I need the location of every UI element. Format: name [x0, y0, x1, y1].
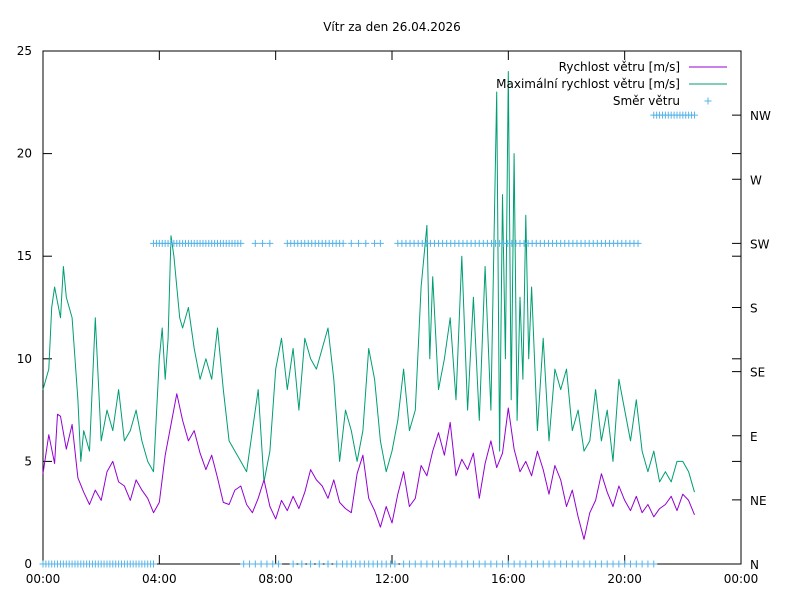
direction-point-sw: [634, 239, 642, 247]
direction-point-sw: [355, 239, 363, 247]
direction-point-n: [150, 560, 158, 568]
direction-point-sw: [347, 239, 355, 247]
y2-tick-label-nw: NW: [750, 109, 771, 123]
y-tick-label: 20: [17, 147, 32, 161]
y-tick-label: 0: [24, 557, 32, 571]
y-tick-label: 15: [17, 249, 32, 263]
y2-tick-label-sw: SW: [750, 237, 770, 251]
series-wind-direction: [39, 111, 698, 568]
direction-point-n: [391, 560, 399, 568]
x-tick-label: 00:00: [724, 572, 759, 586]
direction-point-n: [289, 560, 297, 568]
direction-point-sw: [259, 239, 267, 247]
y-tick-label: 10: [17, 352, 32, 366]
legend-plus-marker: [704, 97, 712, 105]
direction-point-n: [298, 560, 306, 568]
direction-point-sw: [362, 239, 370, 247]
legend-label-max-wind-speed: Maximální rychlost větru [m/s]: [496, 77, 680, 91]
y-tick-label: 5: [24, 454, 32, 468]
y2-tick-label-w: W: [750, 173, 762, 187]
legend-label-wind-speed: Rychlost větru [m/s]: [559, 60, 680, 74]
legend-label-wind-direction: Směr větru: [613, 94, 680, 108]
direction-point-sw: [251, 239, 259, 247]
y2-tick-label-n: N: [750, 558, 759, 572]
y2-tick-label-e: E: [750, 430, 758, 444]
direction-point-n: [650, 560, 658, 568]
direction-point-sw: [376, 239, 384, 247]
x-tick-label: 08:00: [258, 572, 293, 586]
direction-point-n: [307, 560, 315, 568]
y-tick-label: 25: [17, 44, 32, 58]
direction-point-n: [275, 560, 283, 568]
x-tick-label: 12:00: [375, 572, 410, 586]
chart-title: Vítr za den 26.04.2026: [323, 20, 461, 34]
series-max-wind-speed: [42, 71, 695, 493]
y2-tick-label-s: S: [750, 302, 758, 316]
direction-point-sw: [339, 239, 347, 247]
direction-point-n: [315, 560, 323, 568]
x-tick-label: 04:00: [142, 572, 177, 586]
x-tick-label: 20:00: [607, 572, 642, 586]
series-wind-speed: [42, 393, 695, 540]
wind-speed-line: [42, 393, 695, 540]
x-tick-label: 00:00: [26, 572, 61, 586]
direction-point-sw: [266, 239, 274, 247]
y2-tick-label-ne: NE: [750, 494, 767, 508]
direction-point-sw: [237, 239, 245, 247]
direction-point-n: [324, 560, 332, 568]
max-wind-speed-line: [42, 71, 695, 493]
x-tick-label: 16:00: [491, 572, 526, 586]
legend-swatch-wind-direction: [704, 97, 712, 105]
legend: Rychlost větru [m/s] Maximální rychlost …: [496, 60, 727, 108]
y2-tick-label-se: SE: [750, 366, 765, 380]
direction-point-nw: [690, 111, 698, 119]
